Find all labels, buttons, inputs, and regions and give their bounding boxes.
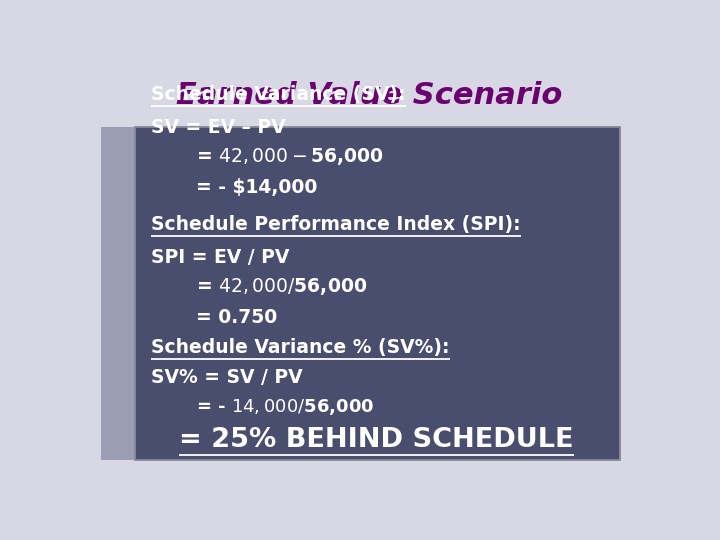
Text: = $42,000 / $56,000: = $42,000 / $56,000 — [196, 276, 367, 297]
Text: Earned Value Scenario: Earned Value Scenario — [176, 82, 562, 111]
Text: Schedule Variance % (SV%):: Schedule Variance % (SV%): — [151, 338, 450, 357]
Text: SV = EV – PV: SV = EV – PV — [151, 118, 286, 137]
FancyBboxPatch shape — [101, 127, 140, 460]
Text: SV% = SV / PV: SV% = SV / PV — [151, 368, 303, 387]
Text: = - $14,000 / $56,000: = - $14,000 / $56,000 — [196, 396, 374, 416]
Text: = $42,000 - $56,000: = $42,000 - $56,000 — [196, 146, 384, 167]
Text: Schedule Performance Index (SPI):: Schedule Performance Index (SPI): — [151, 214, 521, 234]
Text: = - $14,000: = - $14,000 — [196, 178, 318, 197]
Text: = 25% BEHIND SCHEDULE: = 25% BEHIND SCHEDULE — [179, 427, 574, 453]
FancyBboxPatch shape — [135, 127, 620, 460]
Text: = 0.750: = 0.750 — [196, 308, 277, 327]
Text: Schedule Variance (SV):: Schedule Variance (SV): — [151, 85, 406, 104]
Text: SPI = EV / PV: SPI = EV / PV — [151, 248, 289, 267]
